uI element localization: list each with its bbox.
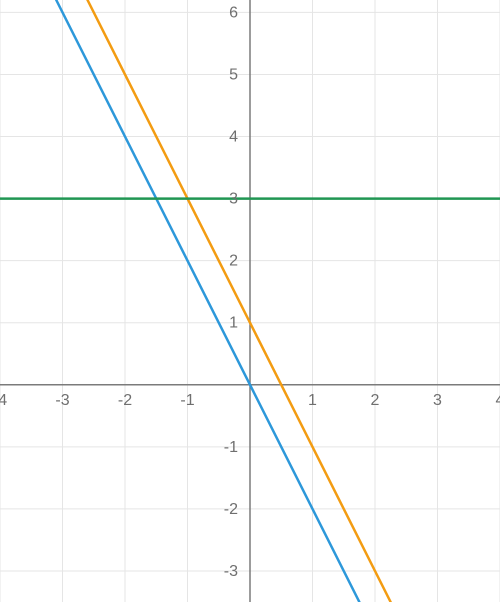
y-tick-label: -1: [224, 439, 238, 456]
y-tick-label: 5: [229, 66, 238, 83]
y-tick-label: 4: [229, 129, 238, 146]
x-tick-label: 4: [496, 392, 500, 409]
x-tick-label: -4: [0, 392, 7, 409]
x-tick-label: 2: [371, 392, 380, 409]
line-chart: -4 -3 -2 -1 1 2 3 4 -3 -2 -1 1 2 3 4 5 6: [0, 0, 500, 602]
y-tick-label: 3: [229, 191, 238, 208]
x-tick-label: -1: [180, 392, 194, 409]
y-tick-label: -2: [224, 501, 238, 518]
x-tick-label: -3: [55, 392, 69, 409]
y-tick-label: 6: [229, 4, 238, 21]
y-tick-label: 2: [229, 253, 238, 270]
x-tick-label: 3: [433, 392, 442, 409]
y-tick-label: 1: [229, 315, 238, 332]
x-tick-label: -2: [118, 392, 132, 409]
y-tick-label: -3: [224, 563, 238, 580]
x-tick-label: 1: [308, 392, 317, 409]
chart-svg: -4 -3 -2 -1 1 2 3 4 -3 -2 -1 1 2 3 4 5 6: [0, 0, 500, 602]
